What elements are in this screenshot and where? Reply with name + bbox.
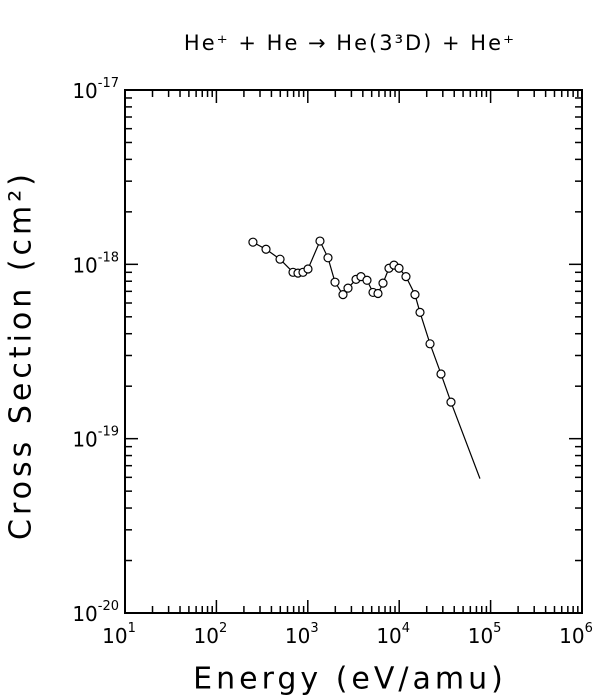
tick-exponent: 2 — [219, 621, 227, 636]
data-point — [275, 254, 285, 264]
chart-title: He⁺ + He → He(3³D) + He⁺ — [184, 31, 516, 55]
data-point — [378, 278, 388, 288]
tick-exponent: 3 — [310, 621, 318, 636]
data-point — [410, 290, 420, 300]
data-point — [415, 307, 425, 318]
tick-label: 105 — [468, 621, 502, 648]
tick-base: 10 — [72, 253, 97, 277]
data-point — [362, 275, 372, 285]
tick-base: 10 — [376, 624, 401, 648]
data-point — [261, 244, 271, 254]
tick-exponent: -19 — [98, 424, 119, 439]
x-axis-label: Energy (eV/amu) — [193, 662, 507, 696]
tick-base: 10 — [559, 624, 584, 648]
data-point — [330, 277, 340, 287]
tick-label: 101 — [102, 621, 136, 648]
tick-label: 102 — [194, 621, 228, 648]
tick-label: 10-20 — [72, 599, 119, 626]
tick-exponent: 6 — [585, 621, 593, 636]
tick-base: 10 — [72, 602, 97, 626]
y-axis-label: Cross Section (cm²) — [4, 170, 39, 540]
tick-base: 10 — [468, 624, 493, 648]
tick-label: 104 — [376, 621, 410, 648]
data-point — [338, 290, 348, 300]
tick-exponent: -20 — [98, 599, 119, 614]
tick-exponent: 1 — [128, 621, 136, 636]
tick-base: 10 — [102, 624, 127, 648]
data-point — [401, 272, 411, 282]
data-point — [343, 283, 353, 293]
data-point — [303, 264, 313, 274]
tick-label: 10-19 — [72, 424, 119, 451]
data-point — [425, 339, 435, 349]
data-point — [373, 288, 383, 299]
tick-exponent: 4 — [402, 621, 410, 636]
tick-label: 10-18 — [72, 250, 119, 277]
data-point — [436, 369, 446, 379]
tick-label: 103 — [285, 621, 319, 648]
tick-base: 10 — [285, 624, 310, 648]
data-point — [446, 397, 456, 407]
tick-base: 10 — [72, 79, 97, 103]
data-point — [315, 236, 325, 246]
data-point — [323, 253, 333, 263]
tick-label: 106 — [559, 621, 593, 648]
tick-label: 10-17 — [72, 76, 119, 103]
data-point — [248, 237, 258, 247]
tick-exponent: -18 — [98, 250, 119, 265]
tick-base: 10 — [194, 624, 219, 648]
data-point — [394, 263, 404, 273]
tick-base: 10 — [72, 427, 97, 451]
plot-frame — [124, 89, 583, 614]
tick-exponent: 5 — [493, 621, 501, 636]
tick-exponent: -17 — [98, 76, 119, 91]
